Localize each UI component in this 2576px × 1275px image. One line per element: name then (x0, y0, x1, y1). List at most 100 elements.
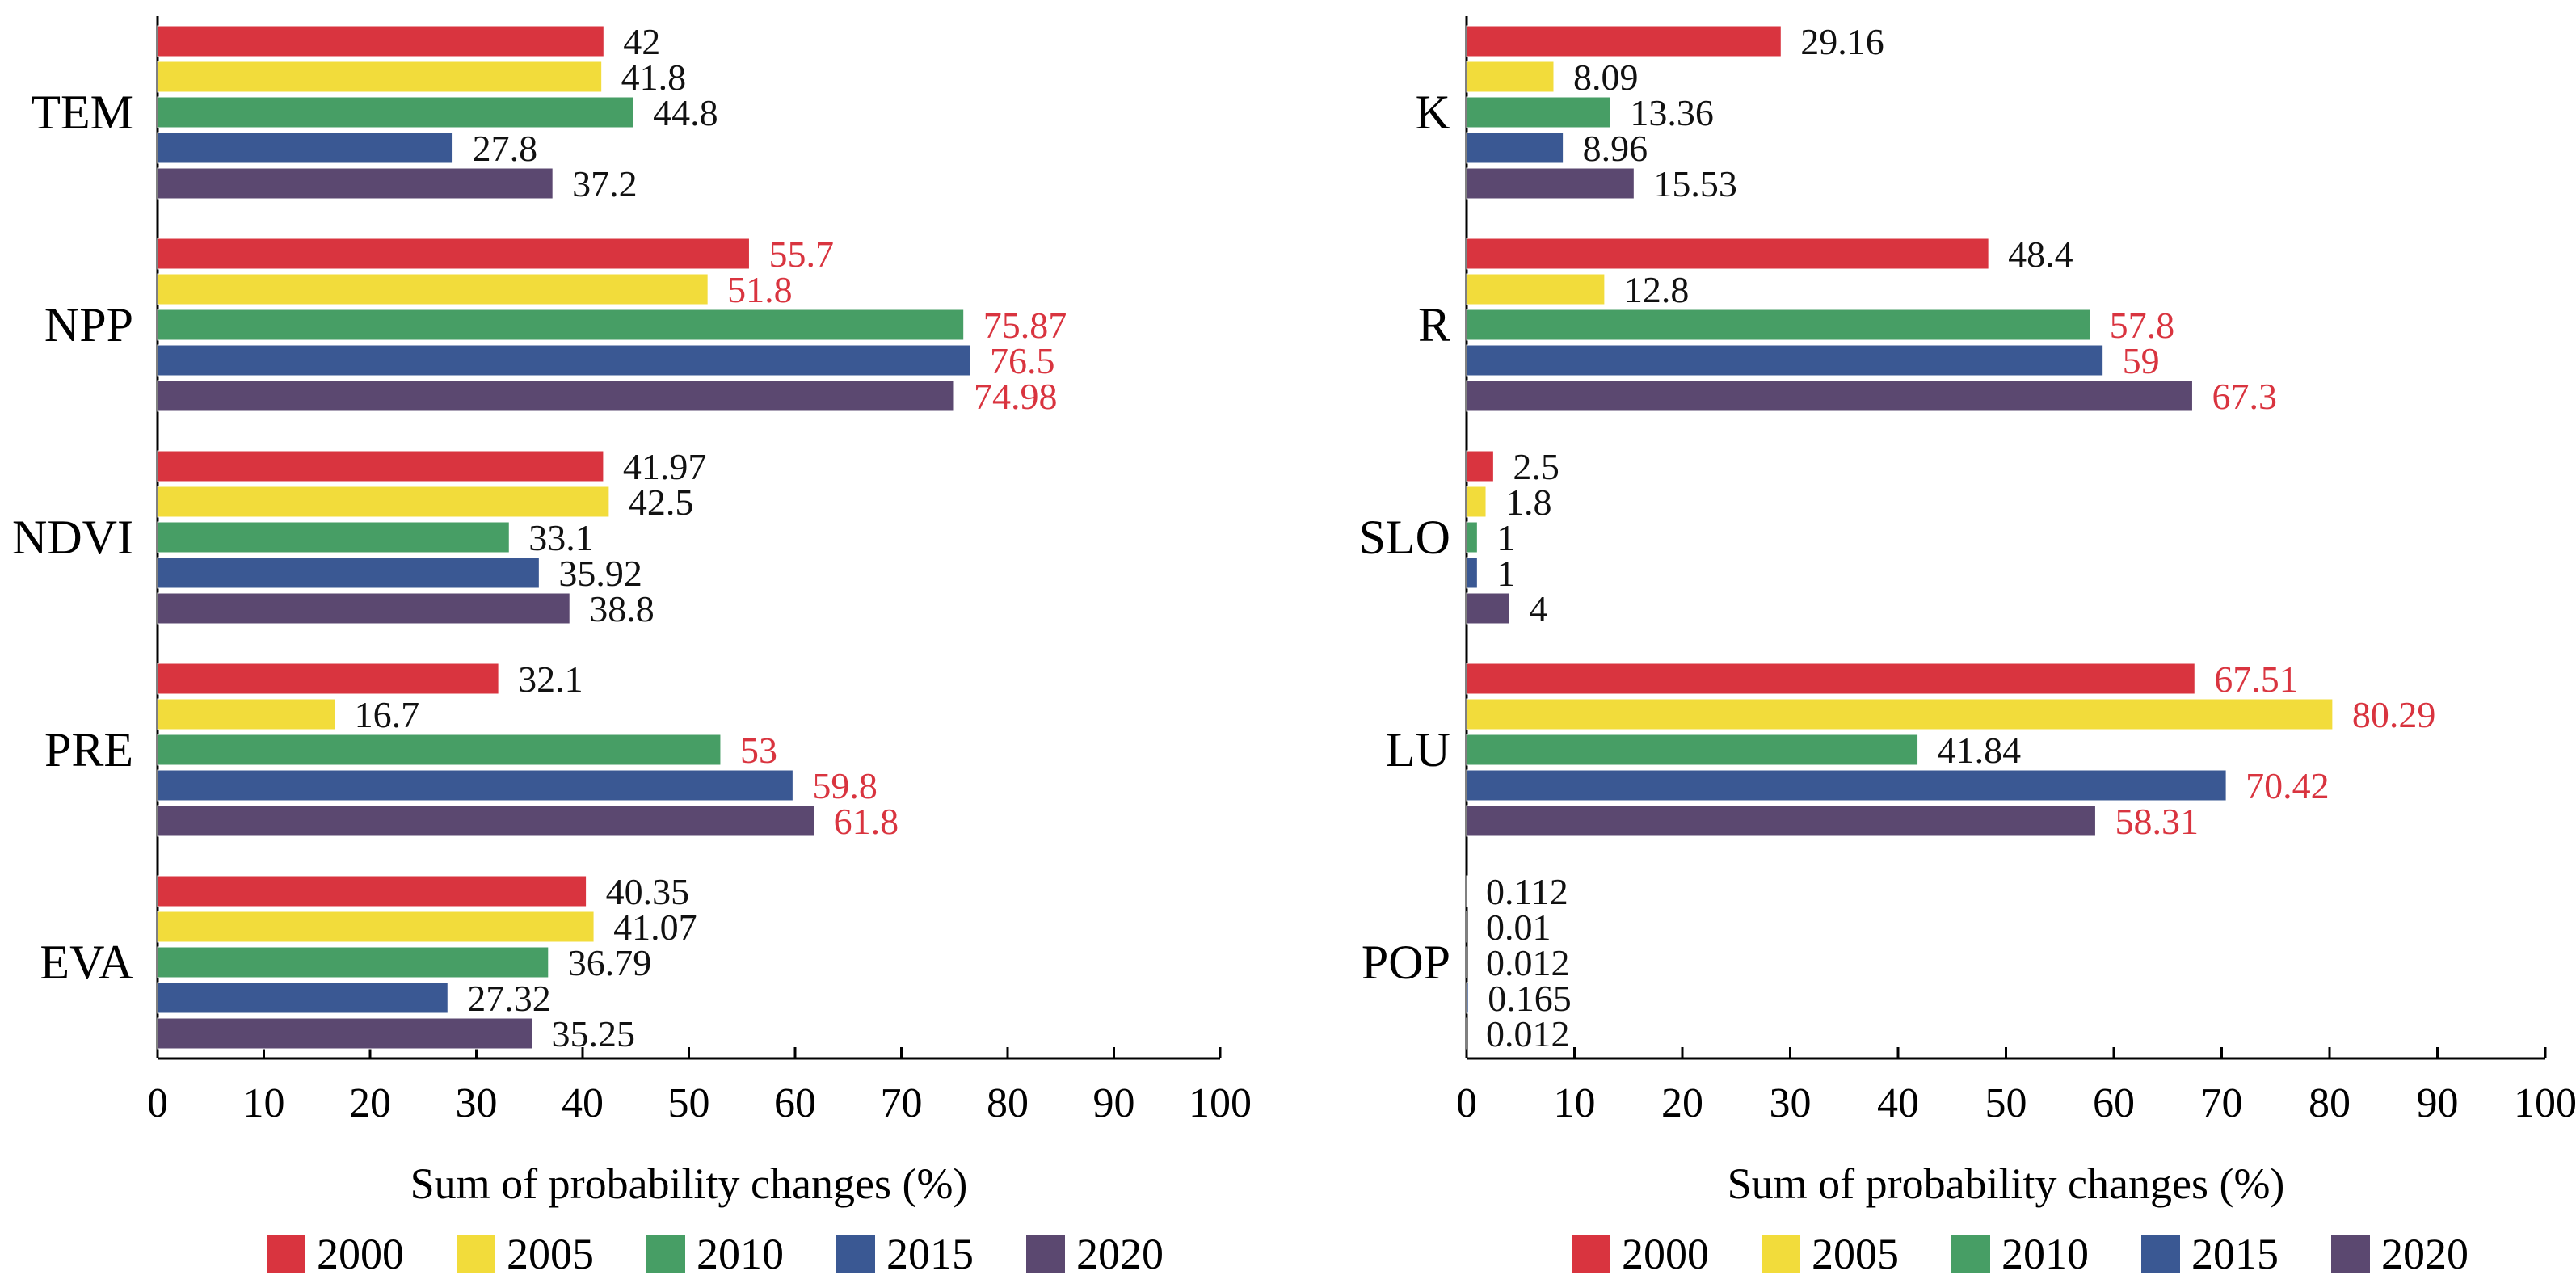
x-tick-label: 70 (881, 1080, 923, 1126)
x-tick-label: 70 (2201, 1080, 2243, 1126)
bar (1466, 486, 1487, 518)
bar-value-label: 0.112 (1486, 871, 1568, 912)
bar-value-label: 59.8 (812, 765, 878, 806)
bar-value-label: 74.98 (974, 376, 1058, 417)
bar (157, 132, 454, 164)
legend-swatch (646, 1235, 685, 1273)
bar-value-label: 55.7 (768, 234, 834, 275)
bar-value-label: 32.1 (518, 659, 583, 700)
bar-value-label: 16.7 (355, 694, 419, 735)
category-label: TEM (31, 86, 133, 139)
category-label: K (1416, 86, 1450, 139)
legend-label: 2005 (507, 1230, 594, 1275)
x-tick-label: 90 (2417, 1080, 2459, 1126)
bar-value-label: 2.5 (1513, 446, 1559, 487)
bar (157, 663, 499, 695)
x-tick-label: 20 (1661, 1080, 1703, 1126)
bar (157, 61, 603, 93)
bar-value-label: 42.5 (629, 482, 694, 523)
bar-value-label: 48.4 (2008, 234, 2073, 275)
legend-label: 2015 (886, 1230, 974, 1275)
bar-value-label: 58.31 (2115, 801, 2199, 842)
bar-value-label: 27.8 (473, 128, 538, 169)
bar-value-label: 8.96 (1583, 128, 1648, 169)
bar-value-label: 61.8 (834, 801, 899, 842)
bar (157, 734, 722, 766)
bar (157, 911, 595, 943)
x-tick-label: 50 (1985, 1080, 2027, 1126)
bar-value-label: 35.25 (552, 1013, 636, 1054)
bar (1466, 25, 1782, 57)
bar-value-label: 44.8 (653, 92, 718, 133)
bar (157, 982, 448, 1014)
legend-label: 2000 (317, 1230, 404, 1275)
bar (1466, 273, 1606, 305)
legend-swatch (2141, 1235, 2180, 1273)
x-tick-label: 40 (562, 1080, 604, 1126)
bar (157, 946, 549, 978)
bar-value-label: 12.8 (1624, 269, 1689, 310)
bar (1466, 132, 1564, 164)
bar (157, 557, 540, 589)
x-tick-label: 10 (1554, 1080, 1596, 1126)
bar-value-label: 1 (1496, 517, 1515, 558)
x-axis-title: Sum of probability changes (%) (1728, 1159, 2285, 1208)
category-label: EVA (40, 936, 133, 989)
bar (1466, 521, 1478, 553)
bar-value-label: 41.8 (621, 57, 687, 98)
legend-label: 2010 (697, 1230, 784, 1275)
bar (157, 592, 570, 625)
bar (157, 769, 793, 802)
bar-value-label: 0.012 (1486, 942, 1570, 983)
bar (1466, 61, 1555, 93)
legend-label: 2010 (2001, 1230, 2089, 1275)
left-chart-panel: 0 10 20 30 40 50 60 70 80 90 100 Sum of probability… (12, 16, 1252, 1275)
legend-swatch (1026, 1235, 1065, 1273)
x-tick-label: 0 (147, 1080, 168, 1126)
legend-swatch (2331, 1235, 2370, 1273)
bar (157, 238, 750, 270)
bar (157, 273, 709, 305)
legend-swatch (1951, 1235, 1990, 1273)
x-tick-label: 60 (774, 1080, 816, 1126)
x-tick-label: 0 (1456, 1080, 1477, 1126)
bar-value-label: 15.53 (1653, 163, 1737, 204)
x-tick-label: 100 (2514, 1080, 2576, 1126)
legend-label: 2020 (1076, 1230, 1164, 1275)
bar (157, 698, 336, 730)
category-label: R (1418, 298, 1450, 351)
bar-value-label: 59 (2123, 340, 2160, 381)
bar-value-label: 33.1 (528, 517, 594, 558)
bar-value-label: 53 (740, 730, 777, 771)
bar-value-label: 67.3 (2212, 376, 2277, 417)
bar (157, 380, 955, 412)
bar-value-label: 40.35 (606, 871, 690, 912)
bar (1466, 734, 1919, 766)
bar-value-label: 8.09 (1573, 57, 1639, 98)
bar-value-label: 80.29 (2352, 694, 2436, 735)
bar-value-label: 70.42 (2246, 765, 2330, 806)
x-tick-label: 40 (1877, 1080, 1919, 1126)
category-label: NDVI (12, 511, 133, 564)
bar-value-label: 38.8 (589, 588, 655, 629)
legend-swatch (1762, 1235, 1800, 1273)
bar (157, 25, 604, 57)
bar (157, 167, 554, 200)
bar (157, 805, 815, 837)
bar (157, 450, 604, 482)
bar (1466, 96, 1611, 128)
bar-value-label: 76.5 (990, 340, 1055, 381)
bar-value-label: 0.165 (1488, 978, 1572, 1019)
legend-swatch (267, 1235, 305, 1273)
category-label: SLO (1359, 511, 1450, 564)
bar (157, 96, 634, 128)
bar (1466, 167, 1635, 200)
bar-value-label: 27.32 (467, 978, 551, 1019)
bar-value-label: 1.8 (1505, 482, 1552, 523)
bar (1466, 982, 1469, 1014)
bar (1466, 698, 2334, 730)
bar (1466, 805, 2096, 837)
bar (1466, 380, 2193, 412)
bar-value-label: 0.012 (1486, 1013, 1570, 1054)
